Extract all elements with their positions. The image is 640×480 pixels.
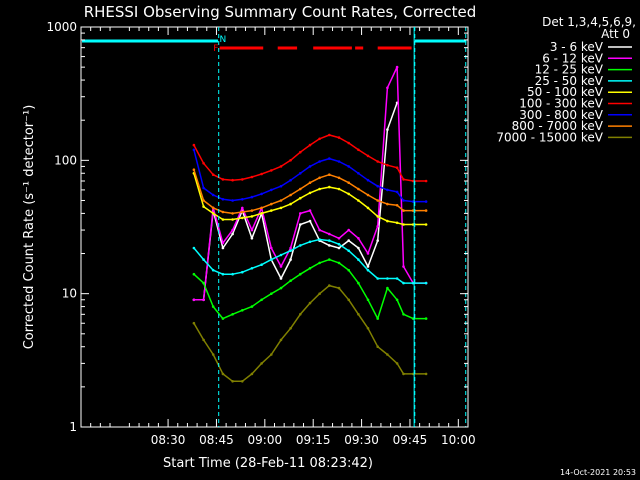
series-line (193, 238, 427, 284)
x-tick-label: 08:45 (199, 433, 234, 447)
series-line (193, 66, 427, 301)
legend-header-detectors: Det 1,3,4,5,6,9, (542, 15, 636, 29)
x-tick-label: 09:00 (248, 433, 283, 447)
timestamp: 14-Oct-2021 20:53 (560, 468, 636, 477)
series-line (193, 134, 427, 182)
y-tick-label: 1000 (46, 20, 77, 34)
y-tick-label: 10 (62, 287, 77, 301)
series-8 (192, 168, 428, 215)
legend-label: 25 - 50 keV (535, 74, 604, 88)
legend-label: 800 - 7000 keV (512, 119, 604, 133)
y-axis-label: Corrected Count Rate (s⁻¹ detector⁻¹) (22, 105, 37, 350)
series-line (193, 258, 427, 320)
night-flag-label: N (220, 35, 227, 45)
x-tick-label: 08:30 (151, 433, 186, 447)
legend-label: 300 - 800 keV (519, 108, 603, 122)
flare-flag-label: F (213, 44, 218, 54)
legend-label: 12 - 25 keV (535, 63, 604, 77)
legend-label: 100 - 300 keV (519, 97, 603, 111)
series-line (193, 284, 427, 383)
y-axis: 1 10 100 1000 (46, 20, 468, 434)
x-tick-label: 09:45 (393, 433, 428, 447)
x-tick-label: 09:30 (344, 433, 379, 447)
series-3 (192, 258, 428, 320)
x-tick-label: 10:00 (441, 433, 476, 447)
x-axis-label: Start Time (28-Feb-11 08:23:42) (163, 456, 373, 471)
series-7 (192, 148, 428, 203)
y-tick-label: 1 (69, 420, 77, 434)
series-4 (192, 238, 428, 285)
x-tick-label: 09:15 (296, 433, 331, 447)
legend-label: 50 - 100 keV (527, 85, 604, 99)
series-line (193, 173, 427, 226)
chart-title: RHESSI Observing Summary Count Rates, Co… (84, 3, 477, 21)
series-6 (192, 133, 428, 183)
series-line (193, 169, 427, 215)
x-axis: 08:30 08:45 09:00 09:15 09:30 09:45 10:00 (90, 27, 476, 447)
flag-layer: FN (82, 27, 467, 427)
series-line (193, 149, 427, 203)
series-line (193, 102, 398, 301)
series-9 (192, 284, 428, 383)
legend-label: 3 - 6 keV (550, 40, 604, 54)
plot-area: FN (80, 26, 469, 428)
legend-label: 7000 - 15000 keV (496, 130, 603, 144)
y-tick-label: 100 (54, 153, 77, 167)
legend-header-attenuator: Att 0 (601, 27, 630, 41)
series-layer (192, 65, 428, 383)
legend-label: 6 - 12 keV (542, 51, 604, 65)
